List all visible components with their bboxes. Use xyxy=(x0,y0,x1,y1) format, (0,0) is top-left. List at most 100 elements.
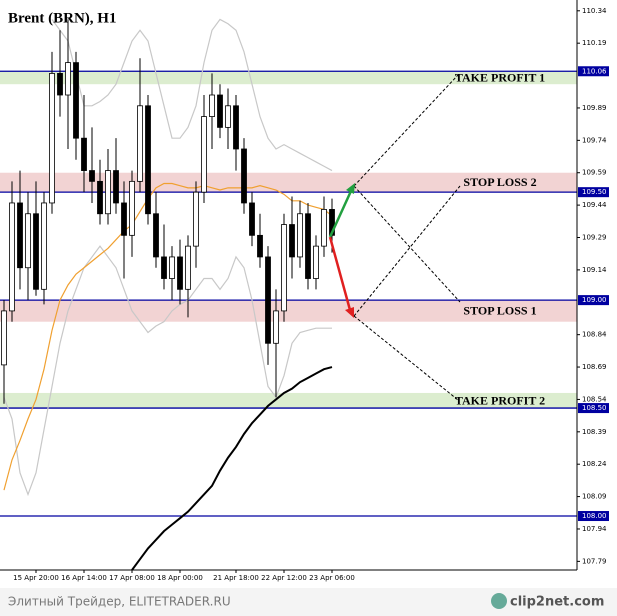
y-tick-label: 107.79 xyxy=(582,557,607,565)
candle-body xyxy=(257,234,263,258)
indicator-line xyxy=(3,182,333,491)
y-tick-label: 108.39 xyxy=(582,428,607,436)
candle-body xyxy=(321,209,327,247)
candle-body xyxy=(33,213,39,290)
candle-body xyxy=(249,202,255,236)
candle-body xyxy=(41,202,47,290)
y-tick-label: 109.14 xyxy=(582,266,607,274)
footer-bar xyxy=(0,588,617,616)
zone-label: TAKE PROFIT 1 xyxy=(455,70,545,84)
zone xyxy=(0,172,577,193)
chart-title: Brent (BRN), H1 xyxy=(8,10,116,26)
y-tick-label: 108.69 xyxy=(582,363,607,371)
candle-body xyxy=(153,213,159,258)
indicator-line xyxy=(131,366,333,571)
candle-body xyxy=(193,191,199,247)
y-tick-label: 108.24 xyxy=(582,460,607,468)
candle-body xyxy=(81,137,87,171)
candle-body xyxy=(129,180,135,236)
y-tick-label: 107.94 xyxy=(582,525,607,533)
down-arrow xyxy=(328,236,352,311)
level-label-bg xyxy=(578,511,609,522)
x-tick-label: 17 Apr 08:00 xyxy=(109,574,155,582)
up-arrow-head xyxy=(346,183,355,194)
logo-icon xyxy=(491,593,507,609)
candle-body xyxy=(65,62,71,96)
watermark: clip2net.com xyxy=(510,595,604,610)
level-label-bg xyxy=(578,187,609,198)
down-arrow-head xyxy=(345,307,354,318)
y-tick-label: 109.74 xyxy=(582,136,607,144)
candle-body xyxy=(289,224,295,258)
candle-body xyxy=(281,224,287,312)
x-tick-label: 23 Apr 06:00 xyxy=(309,574,355,582)
candle-body xyxy=(201,116,207,193)
candle-body xyxy=(265,256,271,344)
projection-line xyxy=(353,185,461,303)
y-tick-label: 109.89 xyxy=(582,104,607,112)
candle-body xyxy=(177,256,183,290)
candle-body xyxy=(305,213,311,279)
x-tick-label: 22 Apr 12:00 xyxy=(261,574,307,582)
plot xyxy=(0,18,577,571)
candle-body xyxy=(49,73,55,204)
candle-body xyxy=(161,256,167,279)
x-tick-label: 21 Apr 18:00 xyxy=(213,574,259,582)
candle-body xyxy=(233,105,239,150)
level-label: 110.06 xyxy=(582,67,607,75)
annotations xyxy=(328,74,461,401)
candle-body xyxy=(17,202,23,269)
level-label: 109.50 xyxy=(582,188,607,196)
candle-body xyxy=(73,62,79,139)
candle-body xyxy=(313,245,319,279)
level-label: 108.00 xyxy=(582,512,607,520)
indicator-line xyxy=(3,245,332,497)
candle-body xyxy=(25,213,31,269)
candle-body xyxy=(209,94,215,117)
up-arrow xyxy=(328,190,353,238)
y-tick-label: 109.44 xyxy=(582,201,607,209)
candle-body xyxy=(9,202,15,312)
candle-body xyxy=(1,310,7,366)
zone-label: STOP LOSS 1 xyxy=(463,304,536,318)
candle-body xyxy=(217,94,223,128)
y-tick-label: 110.34 xyxy=(582,7,607,15)
candle-body xyxy=(57,73,63,96)
level-label: 109.00 xyxy=(582,296,607,304)
level-label: 108.50 xyxy=(582,404,607,412)
candle-body xyxy=(185,245,191,290)
footer: Элитный Трейдер, ELITETRADER.RU xyxy=(8,595,231,609)
candle-body xyxy=(137,105,143,182)
candle-body xyxy=(121,202,127,236)
level-label-bg xyxy=(578,403,609,414)
y-tick-label: 109.59 xyxy=(582,169,607,177)
candle-body xyxy=(169,256,175,279)
zone xyxy=(0,71,577,85)
candle-body xyxy=(105,170,111,215)
level-label-bg xyxy=(578,295,609,306)
candle-body xyxy=(145,105,151,215)
candle-body xyxy=(89,170,95,182)
candle-body xyxy=(297,213,303,258)
candle-body xyxy=(241,148,247,204)
projection-line xyxy=(353,315,459,401)
zone-label: STOP LOSS 2 xyxy=(463,175,536,189)
projection-line xyxy=(353,185,461,317)
candle-body xyxy=(225,105,231,128)
indicator-line xyxy=(51,18,333,172)
x-tick-label: 16 Apr 14:00 xyxy=(61,574,107,582)
level-label-bg xyxy=(578,66,609,77)
candle-body xyxy=(97,180,103,215)
y-tick-label: 109.29 xyxy=(582,234,607,242)
projection-line xyxy=(353,74,459,187)
x-tick-label: 18 Apr 00:00 xyxy=(157,574,203,582)
x-tick-label: 15 Apr 20:00 xyxy=(13,574,59,582)
y-tick-label: 108.84 xyxy=(582,331,607,339)
candle-body xyxy=(273,310,279,344)
zone xyxy=(0,392,577,409)
y-tick-label: 110.19 xyxy=(582,39,607,47)
zone-label: TAKE PROFIT 2 xyxy=(455,393,545,407)
y-tick-label: 108.54 xyxy=(582,395,607,403)
y-tick-label: 108.09 xyxy=(582,493,607,501)
